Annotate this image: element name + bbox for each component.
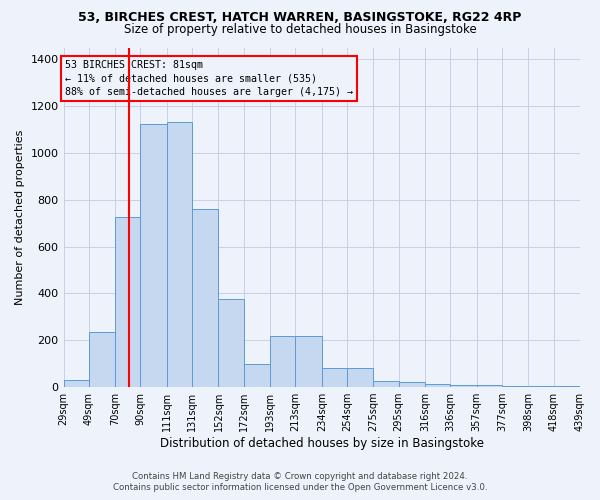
Text: 53 BIRCHES CREST: 81sqm
← 11% of detached houses are smaller (535)
88% of semi-d: 53 BIRCHES CREST: 81sqm ← 11% of detache… [65, 60, 353, 97]
Bar [218, 300, 244, 387]
Bar [140, 124, 167, 387]
Bar [244, 364, 270, 387]
Text: Contains HM Land Registry data © Crown copyright and database right 2024.
Contai: Contains HM Land Registry data © Crown c… [113, 472, 487, 492]
Bar [322, 368, 347, 387]
Bar [477, 384, 502, 387]
Bar [554, 386, 580, 387]
Bar [89, 332, 115, 387]
Text: 53, BIRCHES CREST, HATCH WARREN, BASINGSTOKE, RG22 4RP: 53, BIRCHES CREST, HATCH WARREN, BASINGS… [79, 11, 521, 24]
X-axis label: Distribution of detached houses by size in Basingstoke: Distribution of detached houses by size … [160, 437, 484, 450]
Text: Size of property relative to detached houses in Basingstoke: Size of property relative to detached ho… [124, 22, 476, 36]
Bar [64, 380, 89, 387]
Bar [425, 384, 450, 387]
Bar [373, 381, 398, 387]
Bar [192, 209, 218, 387]
Bar [398, 382, 425, 387]
Bar [295, 336, 322, 387]
Bar [270, 336, 295, 387]
Bar [347, 368, 373, 387]
Bar [167, 122, 192, 387]
Bar [502, 386, 529, 387]
Bar [529, 386, 554, 387]
Bar [115, 218, 140, 387]
Y-axis label: Number of detached properties: Number of detached properties [15, 130, 25, 305]
Bar [450, 384, 477, 387]
